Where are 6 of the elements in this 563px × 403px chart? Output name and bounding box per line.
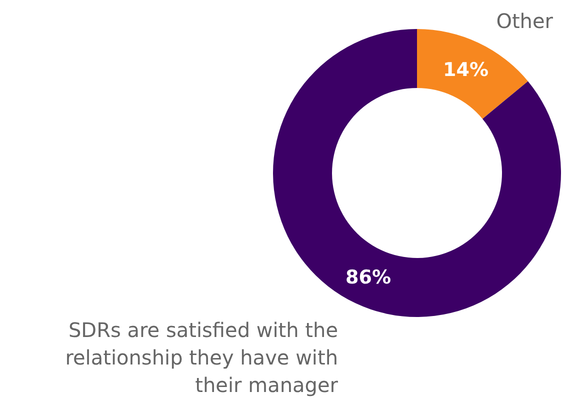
data-label: 14% — [443, 59, 488, 82]
data-label: 86% — [346, 266, 391, 288]
donut-slice — [417, 29, 528, 119]
donut-slice — [273, 29, 561, 317]
slice-label: SDRs are satisfied with the relationship they have with their manager — [65, 318, 339, 397]
slice-label: Other — [496, 9, 554, 33]
